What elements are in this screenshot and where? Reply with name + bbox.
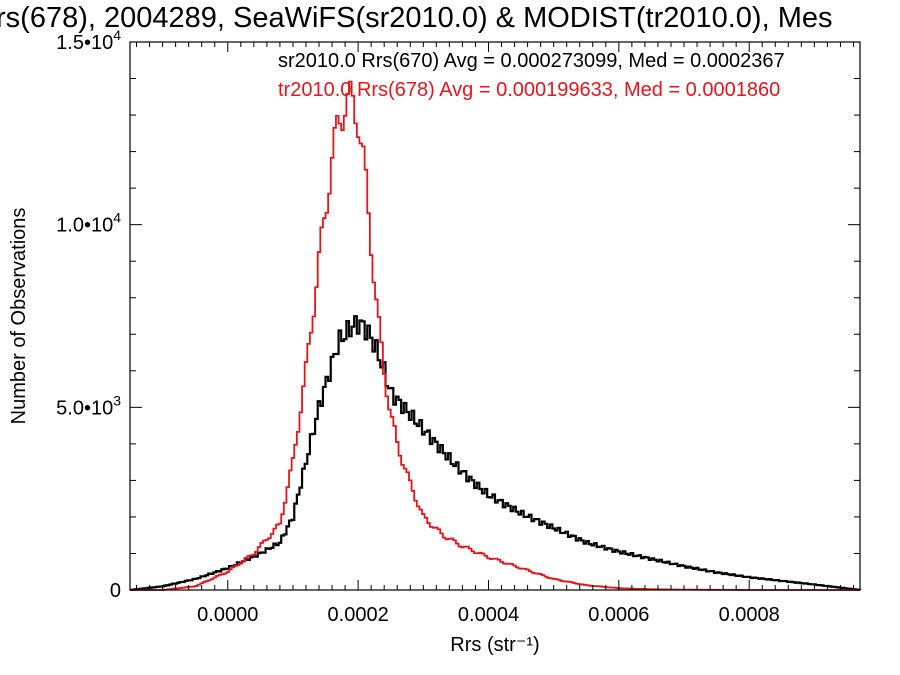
y-axis: 0 5.0•103 1.0•104 1.5•104 (56, 27, 860, 602)
series-line-tr2010 (130, 80, 860, 591)
plot-frame (129, 41, 861, 591)
x-tick-label: 0.0000 (197, 604, 258, 626)
x-tick-label: 0.0006 (588, 604, 649, 626)
x-axis-label: Rrs (str⁻¹) (450, 634, 539, 656)
legend-entry-sr2010: sr2010.0 Rrs(670) Avg = 0.000273099, Med… (278, 50, 785, 72)
legend: sr2010.0 Rrs(670) Avg = 0.000273099, Med… (278, 50, 785, 101)
x-tick-label: 0.0004 (458, 604, 519, 626)
y-tick-label: 1.5•104 (56, 27, 121, 54)
x-tick-label: 0.0008 (719, 604, 780, 626)
x-axis: 0.0000 0.0002 0.0004 0.0006 0.0008 (136, 42, 854, 626)
x-tick-label: 0.0002 (328, 604, 389, 626)
legend-entry-tr2010: tr2010.0 Rrs(678) Avg = 0.000199633, Med… (278, 79, 780, 101)
y-tick-label: 0 (110, 580, 121, 602)
series-layer (130, 80, 862, 591)
y-axis-label: Number of Observations (8, 208, 30, 425)
y-tick-label: 1.0•104 (56, 210, 121, 237)
chart-title: rs(678), 2004289, SeaWiFS(sr2010.0) & MO… (0, 2, 832, 34)
series-line-sr2010 (130, 315, 862, 591)
y-tick-label: 5.0•103 (56, 392, 121, 419)
